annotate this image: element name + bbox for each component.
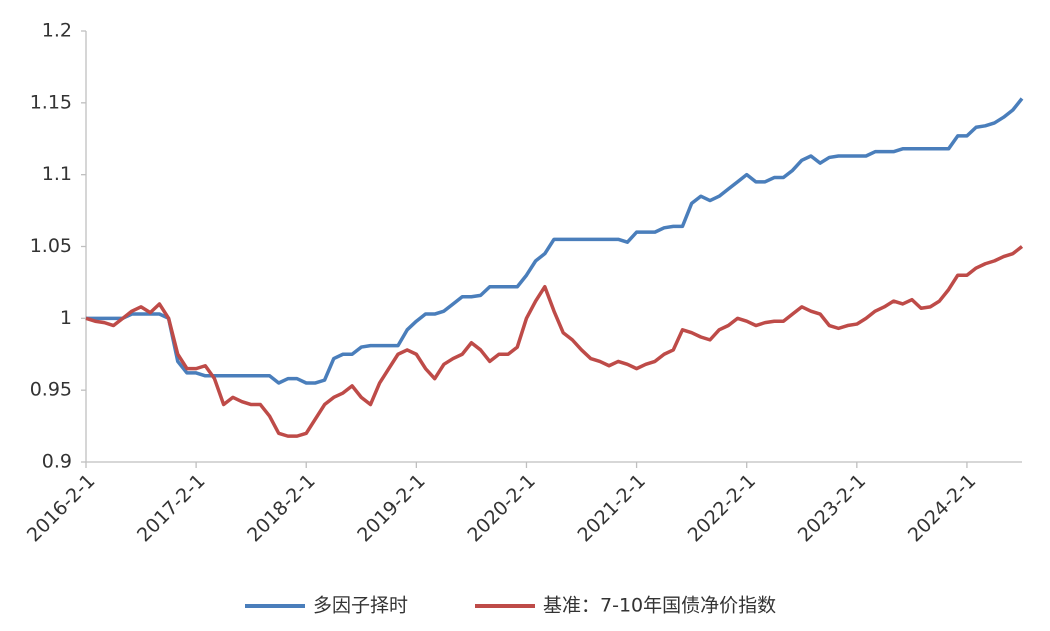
y-tick-label: 1.1: [42, 163, 72, 185]
x-tick-label: 2017-2-1: [133, 470, 210, 547]
series-line: [86, 97, 1024, 385]
y-tick-label: 1: [60, 307, 72, 329]
y-tick-label: 1.05: [30, 235, 72, 257]
series-line: [85, 245, 1024, 438]
x-tick-label: 2016-2-1: [23, 470, 100, 547]
y-tick-label: 0.95: [30, 379, 72, 401]
y-tick-label: 1.15: [30, 91, 72, 113]
x-tick-label: 2022-2-1: [684, 470, 761, 547]
y-tick-label: 0.9: [42, 451, 72, 473]
x-tick-label: 2023-2-1: [794, 470, 871, 547]
legend-label: 基准：7-10年国债净价指数: [543, 595, 776, 617]
x-tick-label: 2018-2-1: [243, 470, 320, 547]
legend-label: 多因子择时: [313, 595, 408, 617]
y-tick-label: 1.2: [42, 20, 72, 42]
x-tick-label: 2021-2-1: [573, 470, 650, 547]
x-tick-label: 2024-2-1: [904, 470, 981, 547]
x-tick-label: 2019-2-1: [353, 470, 430, 547]
x-tick-label: 2020-2-1: [463, 470, 540, 547]
